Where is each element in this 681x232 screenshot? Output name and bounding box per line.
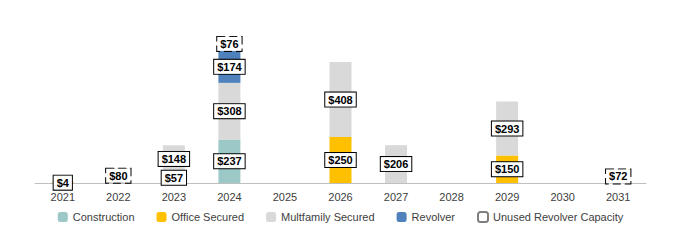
- svg-text:$237: $237: [217, 155, 241, 167]
- svg-text:$408: $408: [328, 94, 352, 106]
- svg-text:2024: 2024: [217, 191, 241, 203]
- svg-text:Revolver: Revolver: [412, 211, 456, 223]
- svg-text:2023: 2023: [162, 191, 186, 203]
- svg-text:Unused Revolver Capacity: Unused Revolver Capacity: [493, 211, 624, 223]
- svg-text:$57: $57: [165, 172, 183, 184]
- svg-text:$4: $4: [57, 177, 70, 189]
- svg-text:$148: $148: [162, 153, 186, 165]
- svg-text:2025: 2025: [273, 191, 297, 203]
- svg-text:2027: 2027: [384, 191, 408, 203]
- svg-text:$80: $80: [109, 170, 127, 182]
- svg-text:$293: $293: [495, 123, 519, 135]
- svg-text:2028: 2028: [439, 191, 463, 203]
- svg-text:2029: 2029: [495, 191, 519, 203]
- svg-text:Office Secured: Office Secured: [172, 211, 245, 223]
- svg-text:Multfamily Secured: Multfamily Secured: [281, 211, 375, 223]
- svg-text:2022: 2022: [106, 191, 130, 203]
- svg-text:$72: $72: [609, 170, 627, 182]
- svg-text:$76: $76: [220, 38, 238, 50]
- svg-text:2026: 2026: [328, 191, 352, 203]
- svg-text:Construction: Construction: [73, 211, 135, 223]
- svg-text:$150: $150: [495, 163, 519, 175]
- svg-text:$250: $250: [328, 154, 352, 166]
- svg-text:$206: $206: [384, 158, 408, 170]
- svg-text:2021: 2021: [51, 191, 75, 203]
- svg-text:$174: $174: [217, 61, 242, 73]
- svg-text:$308: $308: [217, 105, 241, 117]
- svg-text:2031: 2031: [606, 191, 630, 203]
- svg-text:2030: 2030: [550, 191, 574, 203]
